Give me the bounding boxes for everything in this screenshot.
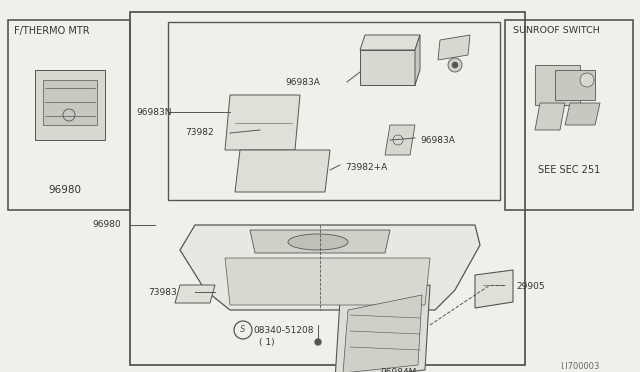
Text: 08340-51208: 08340-51208 [253,326,314,335]
Circle shape [580,73,594,87]
Text: S: S [240,326,246,334]
Polygon shape [360,35,420,50]
Text: SUNROOF SWITCH: SUNROOF SWITCH [513,26,600,35]
Bar [285,265,301,295]
Text: 96980: 96980 [92,220,121,229]
Polygon shape [535,103,565,130]
Polygon shape [175,285,215,303]
Bar [307,265,323,295]
Text: 96983N: 96983N [136,108,172,117]
Bar [368,55,406,77]
Polygon shape [335,285,430,372]
Text: 73983: 73983 [148,288,177,297]
Text: 73982: 73982 [185,128,214,137]
Polygon shape [180,225,480,310]
Text: 96984M: 96984M [380,368,417,372]
Text: 96980: 96980 [49,185,81,195]
Bar [8,20,130,210]
Circle shape [448,58,462,72]
Text: I.I700003: I.I700003 [560,362,600,371]
Polygon shape [225,95,300,150]
Text: 73982+A: 73982+A [345,163,387,172]
Polygon shape [35,70,105,140]
Polygon shape [235,150,330,192]
Polygon shape [565,103,600,125]
Circle shape [315,339,321,345]
Polygon shape [343,295,422,372]
Bar [168,22,500,200]
Polygon shape [438,35,470,60]
Polygon shape [385,125,415,155]
Polygon shape [43,80,97,125]
Text: 96983A: 96983A [420,136,455,145]
Polygon shape [415,35,420,85]
Text: 29905: 29905 [516,282,545,291]
Polygon shape [360,50,415,85]
Text: 96983A: 96983A [285,78,320,87]
Polygon shape [555,70,595,100]
Text: F/THERMO MTR: F/THERMO MTR [14,26,90,36]
Bar [329,265,345,295]
Text: SEE SEC 251: SEE SEC 251 [538,165,600,175]
Polygon shape [225,258,430,305]
Bar [130,12,525,365]
Text: ( 1): ( 1) [259,338,275,347]
Polygon shape [250,230,390,253]
Circle shape [452,62,458,68]
Ellipse shape [288,234,348,250]
Bar [505,20,633,210]
Polygon shape [535,65,580,105]
Polygon shape [475,270,513,308]
